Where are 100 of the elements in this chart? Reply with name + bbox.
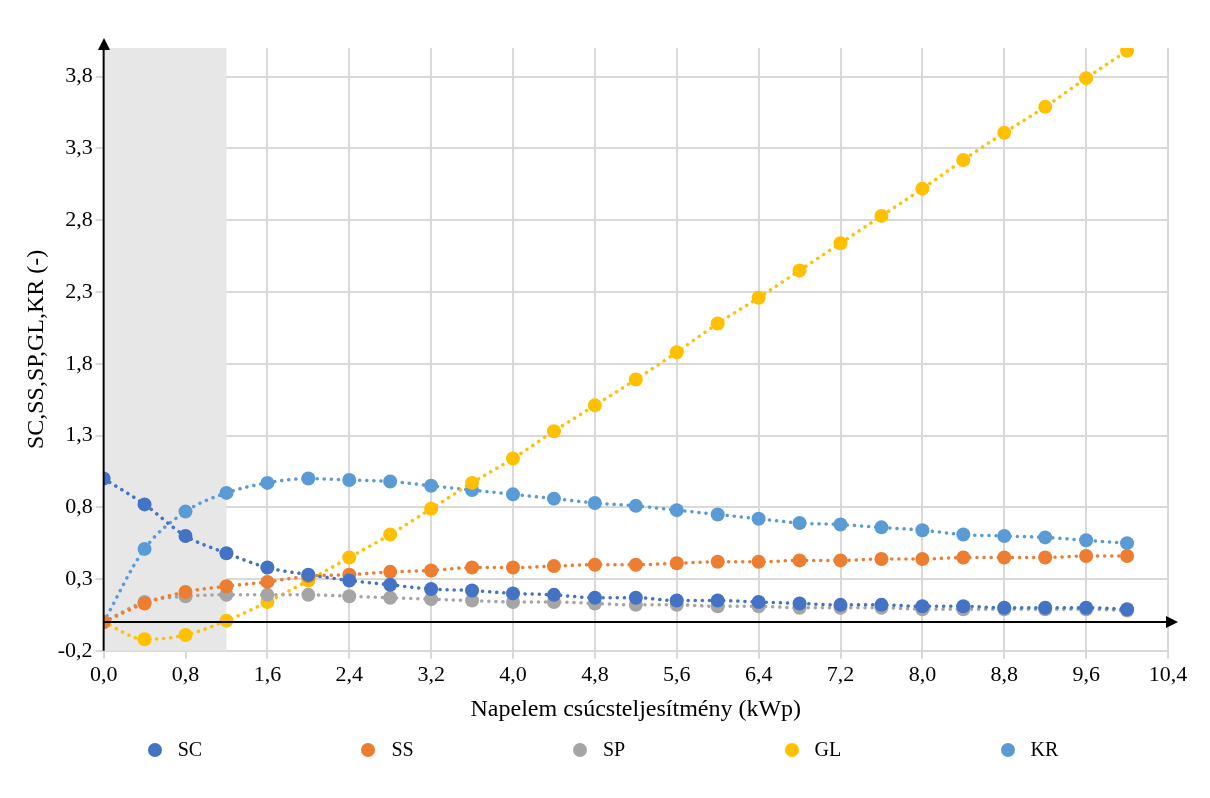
- point: [424, 563, 439, 578]
- point: [342, 473, 357, 488]
- point: [710, 554, 725, 569]
- point: [997, 550, 1012, 565]
- point: [710, 507, 725, 522]
- point: [833, 236, 848, 251]
- legend-label: GL: [814, 738, 842, 761]
- point: [342, 550, 357, 565]
- x-tick-label: 0,8: [171, 660, 200, 686]
- point: [1038, 550, 1053, 565]
- x-axis-title: Napelem csúcsteljesítmény (kWp): [470, 694, 802, 721]
- x-tick-label: 5,6: [663, 660, 691, 686]
- point: [669, 345, 684, 360]
- point: [260, 560, 275, 575]
- point: [506, 487, 520, 502]
- point: [751, 595, 766, 609]
- point: [915, 523, 930, 538]
- y-tick-label: 0,8: [65, 493, 93, 519]
- point: [628, 372, 643, 387]
- x-tick-label: 1,6: [253, 660, 282, 686]
- x-tick-label: 7,2: [826, 660, 855, 686]
- point: [669, 593, 684, 608]
- point: [669, 503, 684, 518]
- point: [1079, 71, 1094, 86]
- point: [751, 554, 766, 569]
- x-tick-label: 6,4: [744, 660, 773, 686]
- point: [587, 590, 602, 605]
- point: [792, 516, 807, 531]
- point: [383, 577, 398, 592]
- point: [751, 290, 766, 305]
- point: [1120, 536, 1135, 551]
- point: [792, 553, 807, 568]
- point: [137, 541, 152, 556]
- point: [383, 564, 398, 579]
- x-tick-label: 0,0: [89, 660, 118, 686]
- point: [628, 590, 643, 605]
- point: [424, 501, 439, 516]
- point: [546, 424, 561, 439]
- point: [628, 498, 643, 513]
- point: [628, 557, 643, 572]
- point: [506, 560, 520, 575]
- x-tick-label: 4,8: [581, 660, 609, 686]
- point: [997, 125, 1012, 140]
- legend-label: KR: [1030, 738, 1059, 761]
- point: [178, 504, 193, 519]
- x-tick-label: 10,4: [1148, 660, 1188, 686]
- y-tick-label: 0,3: [65, 564, 93, 590]
- point: [546, 559, 561, 574]
- point: [956, 527, 971, 542]
- point: [137, 497, 152, 512]
- point: [669, 556, 684, 571]
- point: [137, 632, 152, 647]
- point: [342, 589, 357, 604]
- y-tick-label: 1,3: [65, 421, 93, 447]
- point: [956, 152, 971, 167]
- legend-label: SP: [603, 738, 626, 761]
- point: [383, 527, 398, 542]
- point: [301, 471, 316, 486]
- y-tick-label: -0,2: [57, 636, 93, 662]
- point: [178, 528, 193, 543]
- x-tick-label: 8,8: [990, 660, 1018, 686]
- point: [506, 586, 520, 601]
- point: [465, 583, 480, 598]
- point: [833, 553, 848, 568]
- point: [792, 596, 807, 611]
- point: [465, 560, 480, 575]
- point: [1038, 99, 1053, 114]
- point: [424, 478, 439, 493]
- point: [219, 546, 234, 561]
- point: [546, 491, 561, 506]
- point: [383, 590, 398, 605]
- point: [1079, 533, 1094, 548]
- point: [260, 574, 275, 589]
- point: [997, 528, 1012, 543]
- point: [874, 551, 889, 566]
- point: [915, 181, 930, 196]
- point: [915, 551, 930, 566]
- point: [424, 582, 439, 597]
- point: [1120, 549, 1135, 564]
- point: [1038, 530, 1053, 545]
- point: [219, 485, 234, 500]
- point: [874, 520, 889, 535]
- legend-label: SS: [391, 738, 414, 761]
- point: [383, 474, 398, 489]
- point: [178, 628, 193, 643]
- y-axis-title: SC,SS,SP,GL,KR (-): [21, 249, 48, 450]
- y-tick-label: 3,3: [65, 134, 93, 160]
- point: [260, 475, 275, 490]
- y-tick-label: 2,3: [65, 277, 93, 303]
- point: [956, 550, 971, 565]
- point: [792, 263, 807, 278]
- point: [587, 495, 602, 510]
- point: [178, 584, 193, 599]
- legend-label: SC: [177, 738, 203, 761]
- point: [506, 451, 520, 466]
- point: [342, 573, 357, 588]
- point: [710, 316, 725, 331]
- point: [587, 398, 602, 413]
- point: [833, 517, 848, 532]
- y-tick-label: 3,8: [65, 62, 93, 88]
